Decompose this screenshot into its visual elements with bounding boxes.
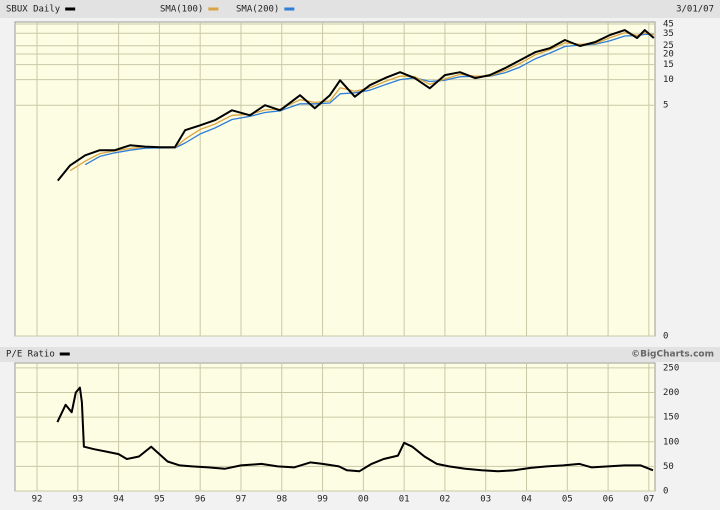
date: 3/01/07 (676, 5, 714, 15)
x-tick-label: 07 (643, 495, 654, 505)
legend-label: SMA(100) (160, 5, 203, 15)
legend-label: SMA(200) (236, 5, 279, 15)
x-tick-label: 96 (195, 495, 206, 505)
y-tick-label: 100 (663, 437, 679, 447)
x-tick-label: 95 (154, 495, 165, 505)
x-tick-label: 97 (236, 495, 247, 505)
x-tick-label: 92 (32, 495, 43, 505)
x-tick-label: 05 (562, 495, 573, 505)
divider-bar (0, 347, 720, 362)
x-tick-label: 98 (276, 495, 287, 505)
series-line (56, 386, 654, 473)
y-tick-label: 45 (663, 19, 674, 29)
x-tick-label: 03 (480, 495, 491, 505)
legend-swatch (59, 352, 70, 356)
x-tick-label: 04 (521, 495, 532, 505)
series-line (84, 33, 654, 166)
y-tick-label: 15 (663, 60, 674, 70)
series-line (57, 29, 655, 182)
y-tick-label: 0 (663, 332, 668, 342)
price-panel (14, 21, 656, 337)
y-tick-label: 20 (663, 49, 674, 59)
pe-panel (14, 362, 656, 492)
x-tick-label: 06 (603, 495, 614, 505)
credit: ©BigCharts.com (631, 350, 714, 360)
legend-swatch (208, 7, 219, 11)
y-tick-label: 10 (663, 75, 674, 85)
legend-swatch (65, 7, 76, 11)
y-tick-label: 5 (663, 101, 668, 111)
x-tick-label: 94 (113, 495, 124, 505)
y-tick-label: 200 (663, 388, 679, 398)
x-tick-label: 02 (440, 495, 451, 505)
x-tick-label: 00 (358, 495, 369, 505)
legend-label: P/E Ratio (6, 350, 55, 360)
x-tick-label: 93 (72, 495, 83, 505)
y-tick-label: 0 (663, 487, 668, 497)
x-tick-label: 99 (317, 495, 328, 505)
y-tick-label: 150 (663, 413, 679, 423)
y-tick-label: 25 (663, 41, 674, 51)
y-tick-label: 250 (663, 363, 679, 373)
legend-swatch (284, 7, 295, 11)
y-tick-label: 50 (663, 462, 674, 472)
legend-label: SBUX Daily (6, 5, 61, 15)
y-tick-label: 35 (663, 29, 674, 39)
header-bar (0, 0, 720, 18)
x-tick-label: 01 (399, 495, 410, 505)
